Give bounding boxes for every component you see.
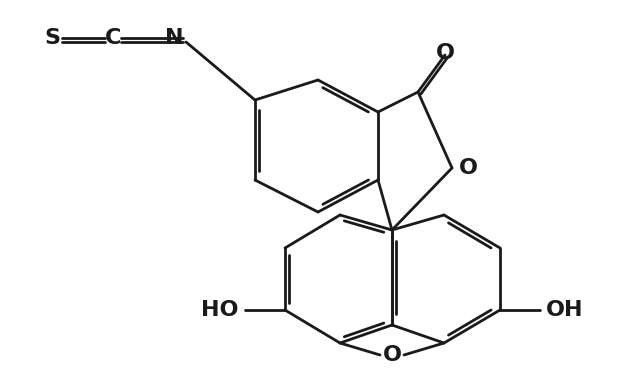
- Text: O: O: [435, 43, 454, 63]
- Text: S: S: [44, 28, 60, 48]
- Text: C: C: [105, 28, 121, 48]
- Text: HO: HO: [201, 300, 239, 320]
- Text: O: O: [458, 158, 477, 178]
- Text: O: O: [383, 345, 401, 365]
- Text: N: N: [164, 28, 183, 48]
- Text: OH: OH: [547, 300, 584, 320]
